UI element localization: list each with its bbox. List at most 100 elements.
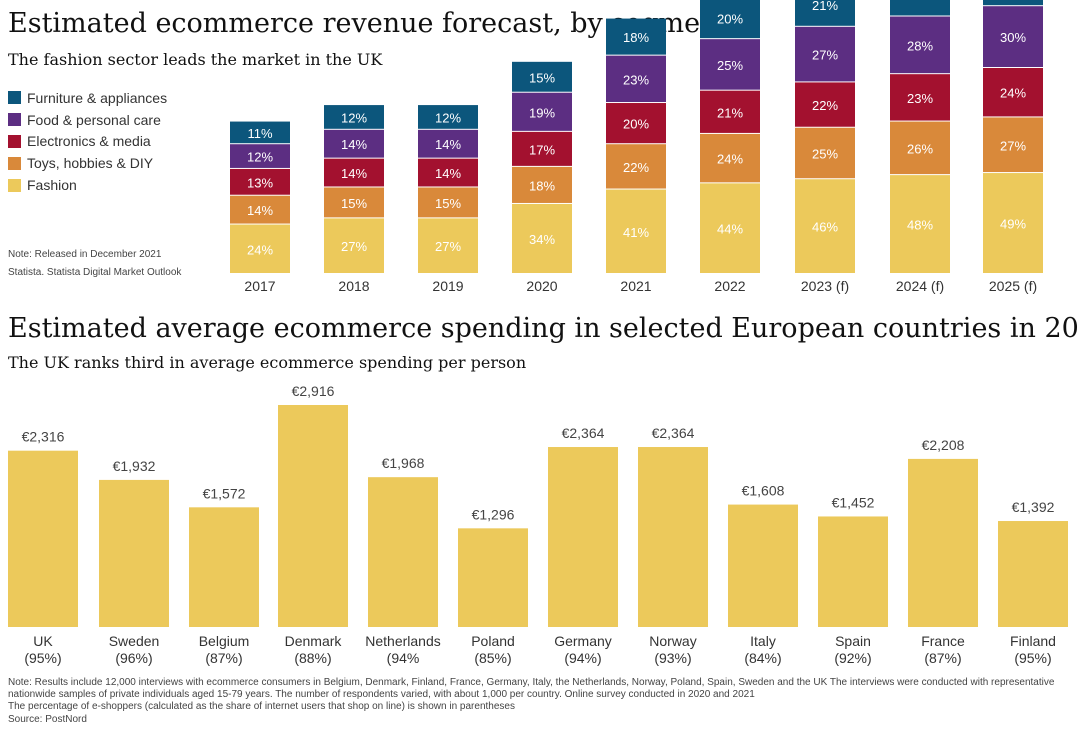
legend-swatch-electronics: [8, 134, 21, 148]
x-tick-label: Finland: [1010, 633, 1056, 649]
bar-segment-label: 23%: [623, 72, 649, 87]
bar-segment-food: [700, 39, 760, 90]
bar-segment-furniture: [324, 105, 384, 129]
x-tick-label: 2018: [338, 278, 369, 294]
bar-segment-label: 14%: [341, 137, 367, 152]
x-tick-share-label: (88%): [294, 650, 331, 666]
bar-segment-label: 20%: [623, 117, 649, 132]
bar-segment-toys: [983, 117, 1043, 173]
bar-segment-label: 22%: [812, 98, 838, 113]
bar-segment-label: 23%: [907, 91, 933, 106]
bar-segment-label: 28%: [907, 38, 933, 53]
legend-swatch-toys: [8, 156, 21, 170]
chart1-source: Statista. Statista Digital Market Outloo…: [8, 267, 182, 278]
x-tick-label: UK: [33, 633, 53, 649]
bar-segment-label: 27%: [812, 48, 838, 63]
bar-segment-toys: [230, 195, 290, 224]
x-tick-label: Germany: [554, 633, 612, 649]
bar-segment-furniture: [230, 121, 290, 144]
stacked-bar-chart: 24% 14% 13% 12% 11% 2017 27% 15% 14% 14% 12% 2018 27…: [230, 0, 1043, 294]
bar-segment-label: 25%: [717, 58, 743, 73]
legend-label-fashion: Fashion: [27, 177, 77, 194]
bar-segment-fashion: [890, 175, 950, 273]
bar-value-label: €2,364: [652, 425, 695, 441]
bar-segment-furniture: [890, 0, 950, 16]
bar-segment-fashion: [324, 218, 384, 273]
legend-label-furniture: Furniture & appliances: [27, 89, 168, 106]
bar-value-label: €1,968: [382, 455, 425, 471]
x-tick-label: 2020: [526, 278, 557, 294]
bar-segment-label: 13%: [247, 175, 273, 190]
legend-item-furniture: Furniture & appliances: [8, 87, 167, 109]
legend-swatch-fashion: [8, 178, 21, 192]
bar-segment-fashion: [606, 189, 666, 273]
bar-segment-toys: [512, 166, 572, 203]
bar-segment-label: 15%: [435, 196, 461, 211]
x-tick-label: Italy: [750, 633, 776, 649]
legend-swatch-furniture: [8, 91, 21, 105]
bar-segment-label: 46%: [812, 220, 838, 235]
bar-segment-fashion: [795, 179, 855, 273]
bar-segment-label: 11%: [247, 126, 272, 141]
legend-item-electronics: Electronics & media: [8, 131, 167, 153]
chart1-legend: Furniture & appliances Food & personal c…: [8, 87, 167, 196]
bar-segment-furniture: [983, 0, 1043, 6]
bar-segment-label: 48%: [907, 218, 933, 233]
bar-segment-label: 14%: [435, 166, 461, 181]
bar-segment-food: [512, 92, 572, 131]
legend-item-fashion: Fashion: [8, 174, 167, 196]
bar-segment-label: 24%: [247, 242, 273, 257]
bar-segment-food: [418, 129, 478, 158]
bar-segment-toys: [700, 133, 760, 183]
chart1-note: Note: Released in December 2021: [8, 249, 162, 260]
footnote-parentheses: The percentage of e-shoppers (calculated…: [8, 701, 515, 713]
legend-label-toys: Toys, hobbies & DIY: [27, 155, 154, 172]
bar-segment-toys: [795, 127, 855, 179]
bar-segment-label: 30%: [1000, 30, 1026, 45]
country-bar: [638, 447, 708, 627]
x-tick-label: 2023 (f): [801, 278, 849, 294]
bar-segment-label: 24%: [717, 152, 743, 167]
country-bar: [908, 458, 978, 627]
x-tick-label: Poland: [471, 633, 515, 649]
x-tick-share-label: (94%: [387, 650, 420, 666]
x-tick-label: 2022: [714, 278, 745, 294]
legend-label-electronics: Electronics & media: [27, 133, 151, 150]
bar-segment-food: [890, 16, 950, 74]
bar-segment-fashion: [512, 203, 572, 273]
bar-segment-furniture: [606, 18, 666, 55]
x-tick-label: Sweden: [109, 633, 160, 649]
legend-item-food: Food & personal care: [8, 109, 167, 131]
bar-segment-label: 22%: [907, 0, 933, 2]
bar-segment-label: 22%: [623, 160, 649, 175]
country-bar: [458, 528, 528, 627]
bar-segment-label: 15%: [529, 70, 555, 85]
bar-segment-label: 21%: [717, 105, 743, 120]
bar-value-label: €1,296: [472, 506, 515, 522]
x-tick-share-label: (87%): [205, 650, 242, 666]
bar-segment-food: [795, 26, 855, 82]
bar-segment-label: 14%: [341, 166, 367, 181]
bar-value-label: €2,916: [292, 383, 335, 399]
bar-segment-label: 34%: [529, 232, 555, 247]
x-tick-share-label: (96%): [115, 650, 152, 666]
bar-segment-label: 41%: [623, 225, 649, 240]
x-tick-label: 2025 (f): [989, 278, 1037, 294]
bar-segment-food: [983, 6, 1043, 67]
x-tick-label: Norway: [649, 633, 696, 649]
bar-segment-toys: [324, 187, 384, 218]
bar-segment-label: 27%: [1000, 138, 1026, 153]
x-tick-label: Spain: [835, 633, 871, 649]
bar-segment-label: 12%: [247, 150, 273, 165]
country-bar: [189, 507, 259, 627]
x-tick-share-label: (95%): [1014, 650, 1051, 666]
country-bar: [8, 450, 78, 627]
footnote-methodology: Note: Results include 12,000 interviews …: [8, 677, 1055, 701]
bar-segment-label: 49%: [1000, 217, 1026, 232]
bar-segment-furniture: [700, 0, 760, 39]
bar-segment-electronics: [324, 158, 384, 187]
x-tick-label: Denmark: [285, 633, 343, 649]
bar-segment-electronics: [418, 158, 478, 187]
bar-segment-label: 26%: [907, 141, 933, 156]
bar-segment-label: 12%: [341, 110, 367, 125]
